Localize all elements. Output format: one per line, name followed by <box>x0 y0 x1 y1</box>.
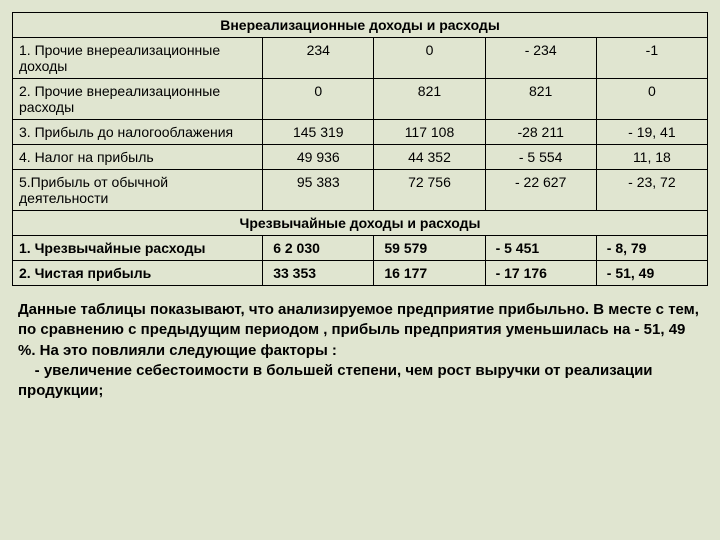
cell: 59 579 <box>374 236 485 261</box>
cell: 0 <box>596 79 707 120</box>
cell: - 51, 49 <box>596 261 707 286</box>
cell: 33 353 <box>263 261 374 286</box>
cell: 16 177 <box>374 261 485 286</box>
cell: - 22 627 <box>485 170 596 211</box>
cell: - 5 554 <box>485 145 596 170</box>
cell: -28 211 <box>485 120 596 145</box>
row-label: 3. Прибыль до налогооблажения <box>13 120 263 145</box>
row-label: 4. Налог на прибыль <box>13 145 263 170</box>
cell: 44 352 <box>374 145 485 170</box>
section2-header-row: Чрезвычайные доходы и расходы <box>13 211 708 236</box>
row-label: 5.Прибыль от обычной деятельности <box>13 170 263 211</box>
cell: - 5 451 <box>485 236 596 261</box>
cell: 95 383 <box>263 170 374 211</box>
cell: - 8, 79 <box>596 236 707 261</box>
table-row: 3. Прибыль до налогооблажения 145 319 11… <box>13 120 708 145</box>
table-row: 2. Прочие внереализационные расходы 0 82… <box>13 79 708 120</box>
section1-title: Внереализационные доходы и расходы <box>13 13 708 38</box>
section2-title: Чрезвычайные доходы и расходы <box>13 211 708 236</box>
cell: 72 756 <box>374 170 485 211</box>
table-row: 4. Налог на прибыль 49 936 44 352 - 5 55… <box>13 145 708 170</box>
cell: 0 <box>263 79 374 120</box>
cell: 49 936 <box>263 145 374 170</box>
section1-header-row: Внереализационные доходы и расходы <box>13 13 708 38</box>
cell: 821 <box>485 79 596 120</box>
row-label: 2. Чистая прибыль <box>13 261 263 286</box>
cell: - 19, 41 <box>596 120 707 145</box>
table-row: 2. Чистая прибыль 33 353 16 177 - 17 176… <box>13 261 708 286</box>
cell: 6 2 030 <box>263 236 374 261</box>
cell: - 234 <box>485 38 596 79</box>
table-row: 1. Чрезвычайные расходы 6 2 030 59 579 -… <box>13 236 708 261</box>
table-row: 5.Прибыль от обычной деятельности 95 383… <box>13 170 708 211</box>
table-row: 1. Прочие внереализационные доходы 234 0… <box>13 38 708 79</box>
cell: 11, 18 <box>596 145 707 170</box>
cell: 821 <box>374 79 485 120</box>
financial-table: Внереализационные доходы и расходы 1. Пр… <box>12 12 708 286</box>
cell: 117 108 <box>374 120 485 145</box>
cell: -1 <box>596 38 707 79</box>
row-label: 2. Прочие внереализационные расходы <box>13 79 263 120</box>
cell: 0 <box>374 38 485 79</box>
cell: - 23, 72 <box>596 170 707 211</box>
analysis-paragraph: Данные таблицы показывают, что анализиру… <box>12 300 708 401</box>
cell: 234 <box>263 38 374 79</box>
cell: 145 319 <box>263 120 374 145</box>
cell: - 17 176 <box>485 261 596 286</box>
row-label: 1. Чрезвычайные расходы <box>13 236 263 261</box>
row-label: 1. Прочие внереализационные доходы <box>13 38 263 79</box>
